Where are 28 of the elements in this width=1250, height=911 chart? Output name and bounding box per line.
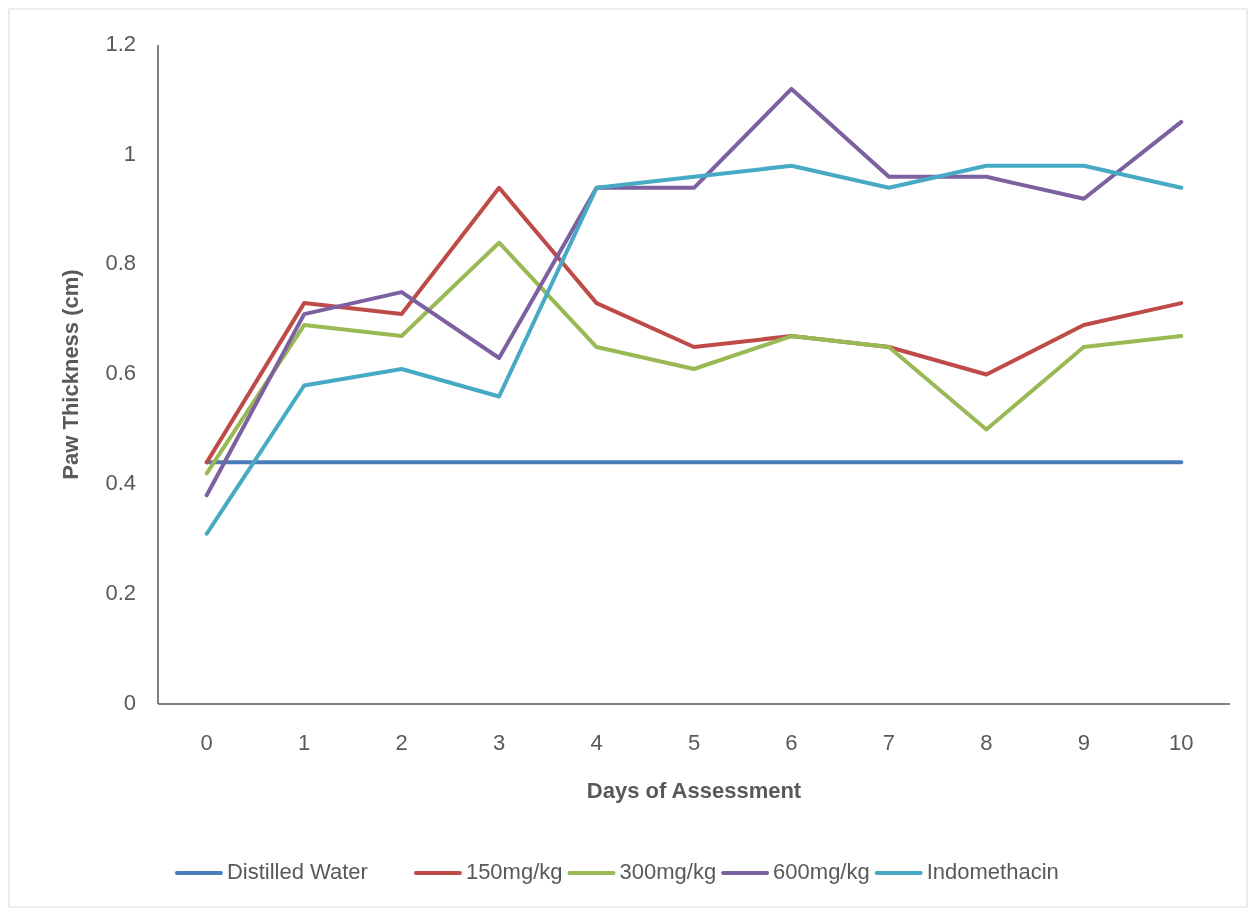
x-tick-label: 1 (298, 730, 311, 755)
x-tick-label: 3 (492, 730, 506, 755)
line-series (204, 163, 1184, 536)
x-tick-label: 5 (687, 730, 701, 755)
x-tick-label: 6 (785, 730, 798, 755)
y-tick-label: 0.6 (105, 360, 136, 386)
y-tick-label: 0.2 (105, 579, 136, 605)
x-tick-label: 7 (882, 730, 896, 755)
legend-label: 150mg/kg (465, 858, 563, 884)
x-tick-label: 9 (1077, 730, 1090, 755)
y-axis-title: Paw Thickness (cm) (58, 269, 83, 480)
y-tick-label: 0.4 (105, 470, 136, 496)
x-axis-title: Days of Assessment (586, 778, 802, 803)
x-tick-label: 8 (980, 730, 993, 755)
y-tick-label: 1 (123, 140, 136, 166)
line-series (204, 86, 1184, 498)
legend-label: Indomethacin (926, 858, 1059, 884)
legend-label: Distilled Water (226, 858, 368, 884)
x-tick-label: 4 (590, 730, 603, 755)
legend-label: 600mg/kg (773, 858, 870, 884)
x-tick-label: 0 (200, 730, 213, 755)
y-tick-label: 0.8 (105, 250, 136, 276)
line-series (204, 240, 1184, 476)
x-tick-label: 2 (395, 730, 408, 755)
y-tick-label: 1.2 (105, 30, 136, 56)
y-tick-label: 0 (123, 689, 136, 715)
legend-label: 300mg/kg (619, 858, 717, 884)
x-tick-label: 10 (1169, 730, 1194, 755)
